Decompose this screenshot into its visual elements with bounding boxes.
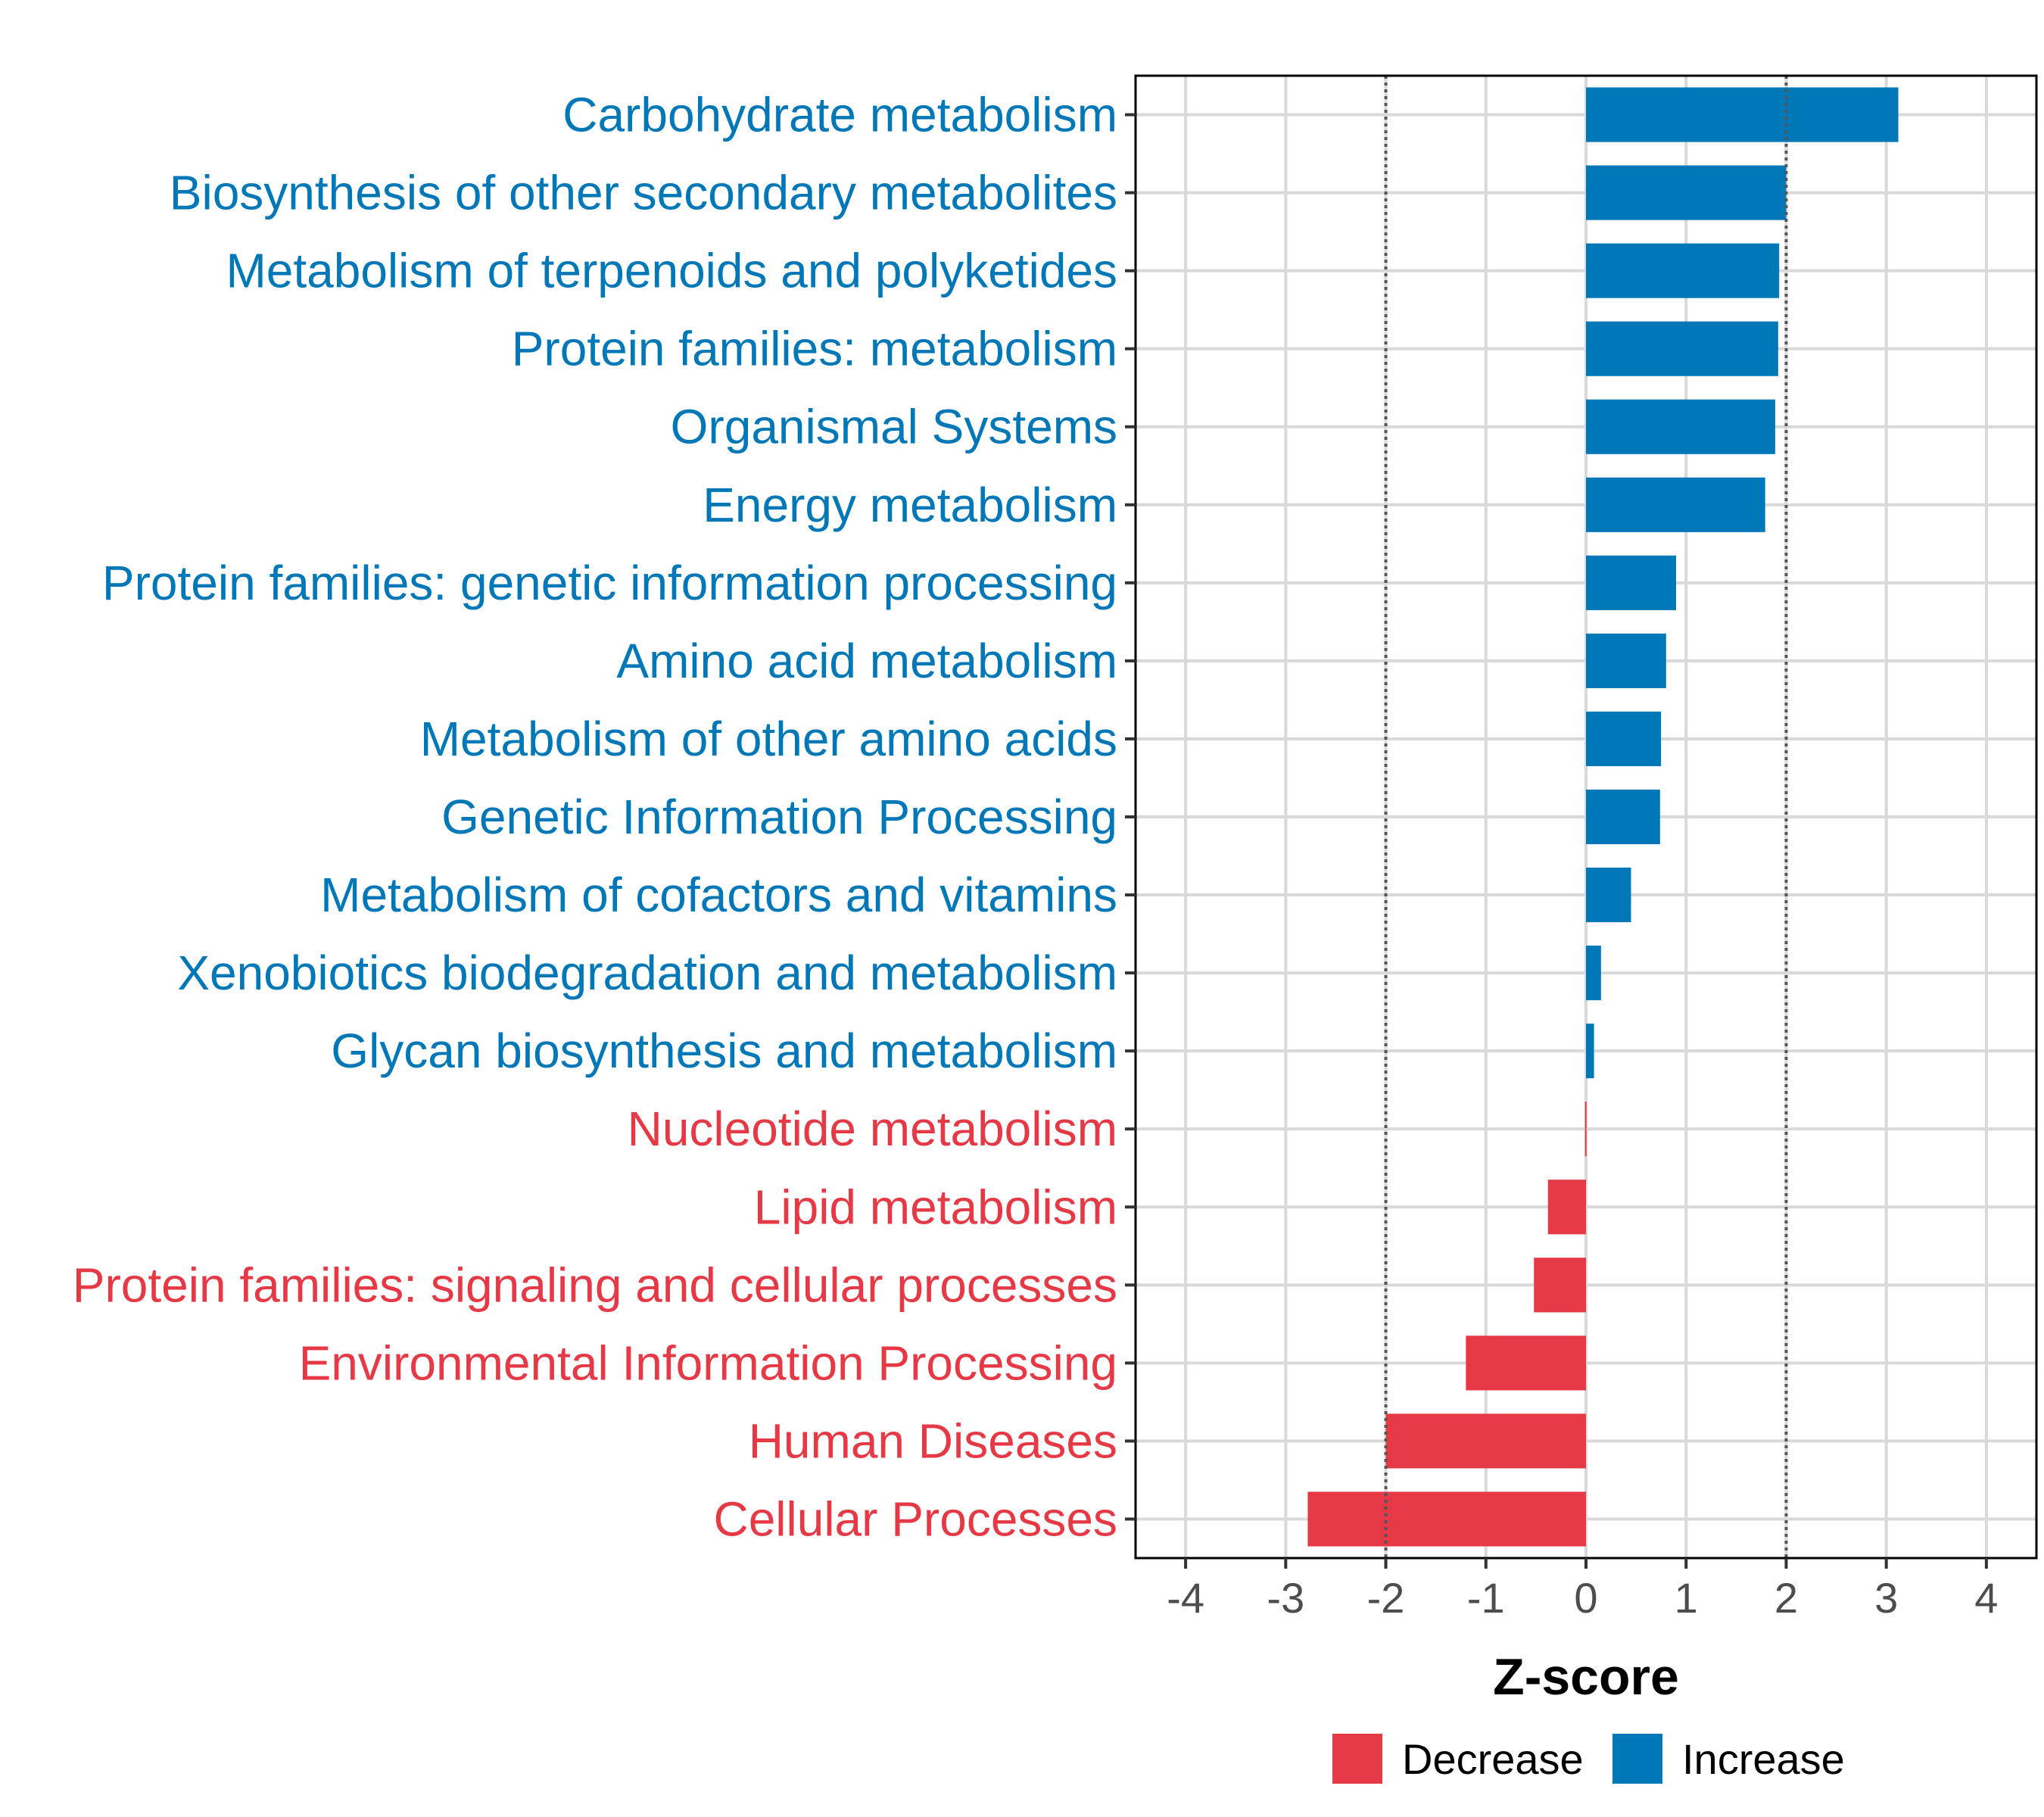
category-label: Metabolism of terpenoids and polyketides [226,244,1117,298]
x-tick-label: 2 [1774,1574,1798,1622]
bar-increase [1586,321,1778,376]
legend-key-increase [1612,1734,1662,1784]
y-axis-ticks [1125,113,1136,1521]
x-tick-label: 1 [1675,1574,1698,1622]
bar-increase [1586,946,1601,1001]
legend: Decrease Increase [1332,1734,1845,1784]
bar-increase [1586,1024,1594,1079]
bar-decrease [1466,1335,1586,1391]
bars [1307,87,1899,1547]
legend-label-increase: Increase [1682,1735,1845,1783]
x-axis-title: Z-score [1493,1648,1679,1706]
reference-lines [1384,76,1788,1558]
bar-increase [1586,555,1676,610]
category-label: Environmental Information Processing [299,1335,1117,1390]
category-label: Glycan biosynthesis and metabolism [331,1024,1117,1078]
bar-increase [1586,87,1899,142]
bar-increase [1586,243,1780,298]
category-label: Metabolism of cofactors and vitamins [320,868,1117,922]
category-label: Protein families: metabolism [512,322,1117,376]
category-label: Organismal Systems [671,400,1117,454]
bar-increase [1586,867,1631,923]
bar-decrease [1307,1491,1586,1547]
x-tick-label: -2 [1367,1574,1405,1622]
category-label: Biosynthesis of other secondary metaboli… [170,166,1117,220]
bar-decrease [1584,1102,1587,1157]
category-label: Lipid metabolism [754,1180,1117,1234]
category-label: Metabolism of other amino acids [420,712,1117,766]
category-label: Protein families: genetic information pr… [102,556,1117,610]
category-label: Xenobiotics biodegradation and metabolis… [177,946,1117,1000]
x-tick-label: 0 [1574,1574,1597,1622]
category-label: Carbohydrate metabolism [562,88,1117,142]
x-tick-label: -1 [1467,1574,1505,1622]
x-tick-label: 3 [1874,1574,1898,1622]
category-labels: Carbohydrate metabolism Biosynthesis of o… [73,88,1117,1547]
bar-increase [1586,165,1787,220]
bar-increase [1586,399,1775,454]
x-axis-ticks: -4 -3 -2 -1 0 1 2 3 4 [1167,1558,1998,1622]
x-tick-label: -4 [1167,1574,1204,1622]
bar-decrease [1534,1258,1586,1313]
category-label: Nucleotide metabolism [628,1102,1117,1156]
x-tick-label: 4 [1974,1574,1998,1622]
x-tick-label: -3 [1267,1574,1304,1622]
bar-increase [1586,711,1662,767]
bar-increase [1586,789,1660,845]
category-label: Cellular Processes [713,1491,1117,1546]
legend-key-decrease [1332,1734,1382,1784]
category-label: Protein families: signaling and cellular… [73,1258,1117,1312]
category-label: Genetic Information Processing [441,790,1117,844]
legend-label-decrease: Decrease [1402,1735,1584,1783]
bar-increase [1586,633,1666,688]
bar-increase [1586,477,1765,532]
category-label: Human Diseases [749,1413,1117,1468]
bar-decrease [1385,1413,1586,1469]
category-label: Energy metabolism [703,478,1117,532]
category-label: Amino acid metabolism [616,634,1117,688]
bar-decrease [1547,1180,1586,1235]
